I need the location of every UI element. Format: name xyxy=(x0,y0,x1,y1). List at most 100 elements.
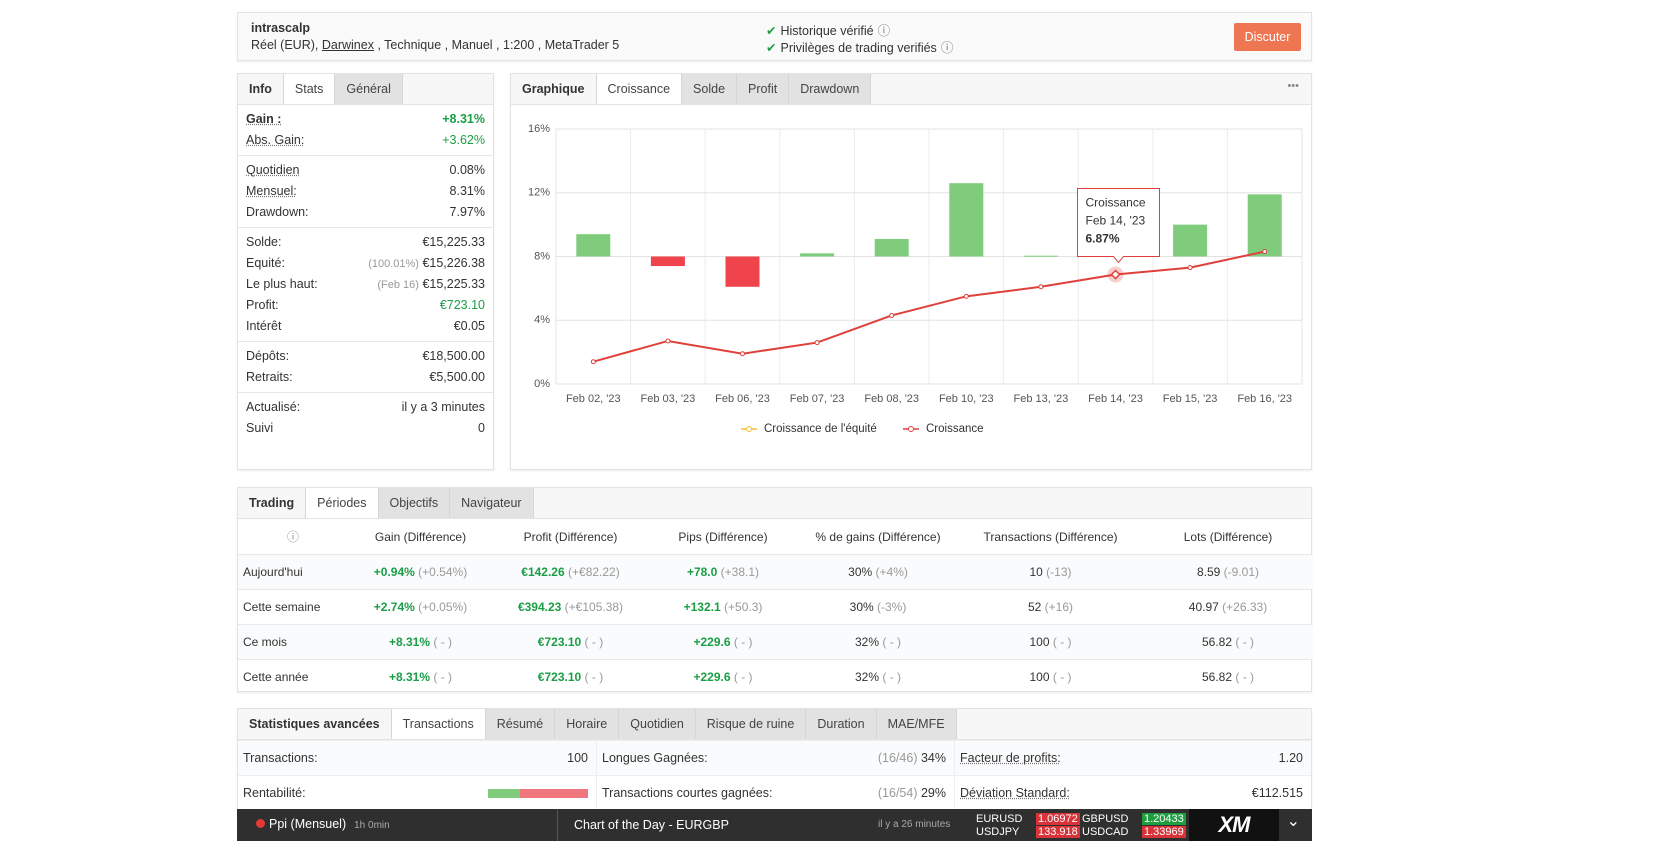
line-point xyxy=(814,340,820,346)
info-value: 0.08% xyxy=(450,160,485,181)
tab[interactable]: Statistiques avancées xyxy=(238,709,392,739)
cell-main: 56.82 xyxy=(1201,635,1233,649)
check-icon: ✔ xyxy=(766,41,777,55)
tab[interactable]: Drawdown xyxy=(789,74,872,104)
period-cell: 32% ( - ) xyxy=(798,659,958,694)
info-group: Gain : +8.31% Abs. Gain: +3.62% xyxy=(238,105,493,155)
x-tick-label: Feb 16, '23 xyxy=(1237,393,1292,405)
cell-diff: ( - ) xyxy=(1052,670,1072,684)
menu-dots[interactable]: ••• xyxy=(1287,80,1299,92)
tab-bar: Info Stats Général xyxy=(238,74,493,105)
profitability-win xyxy=(488,789,520,798)
bar xyxy=(576,234,611,257)
cell-main: +8.31% xyxy=(388,635,431,649)
advanced-label: Rentabilité: xyxy=(243,786,306,800)
tab[interactable]: Risque de ruine xyxy=(695,709,807,739)
period-row: Ce mois +8.31% ( - ) €723.10 ( - ) +229.6 (… xyxy=(238,624,1313,660)
tooltip-title: Croissance xyxy=(1086,196,1146,210)
advanced-label: Transactions courtes gagnées: xyxy=(602,786,773,800)
info-value: €15,225.33 xyxy=(422,232,485,253)
info-icon: ⓘ xyxy=(877,24,891,38)
discuss-button[interactable]: Discuter xyxy=(1234,23,1301,51)
info-number: €723.10 xyxy=(439,298,485,312)
period-cell: +8.31% ( - ) xyxy=(348,624,493,660)
tab[interactable]: Graphique xyxy=(511,74,597,104)
advanced-number: 34% xyxy=(920,751,946,765)
tab[interactable]: Résumé xyxy=(485,709,556,739)
details-suffix: , Technique , Manuel , 1:200 , MetaTrade… xyxy=(377,38,620,52)
advanced-cell: Transactions courtes gagnées: (16/54) 29% xyxy=(596,776,954,810)
cell-main: 32% xyxy=(854,670,880,684)
tab[interactable]: Profit xyxy=(737,74,790,104)
legend-dot xyxy=(908,426,914,432)
tab[interactable]: Croissance xyxy=(596,74,683,104)
advanced-number: 29% xyxy=(920,786,946,800)
info-label: Profit: xyxy=(246,298,279,312)
broker-link[interactable]: Darwinex xyxy=(321,38,374,52)
info-number: €15,226.38 xyxy=(422,256,485,270)
legend-label: Croissance xyxy=(926,423,984,435)
advanced-label: Facteur de profits: xyxy=(960,751,1061,765)
x-tick-label: Feb 15, '23 xyxy=(1163,393,1218,405)
line-point xyxy=(665,338,671,344)
legend-label: Croissance de l'équité xyxy=(764,423,877,435)
advanced-value: €112.515 xyxy=(1252,776,1303,810)
cell-diff: ( - ) xyxy=(1235,635,1255,649)
verified-item: ✔ Privilèges de trading verifiés ⓘ xyxy=(766,37,953,56)
cell-diff: ( - ) xyxy=(733,670,753,684)
period-cell: 30% (+4%) xyxy=(798,554,958,590)
tab[interactable]: Quotidien xyxy=(619,709,696,739)
news-time: il y a 26 minutes xyxy=(878,819,951,830)
column-header: Pips (Différence) xyxy=(678,529,768,544)
info-number: +8.31% xyxy=(442,112,485,126)
tab[interactable]: Objectifs xyxy=(378,488,451,518)
tab[interactable]: Info xyxy=(238,74,284,104)
tab[interactable]: Général xyxy=(335,74,403,104)
tab[interactable]: Duration xyxy=(806,709,877,739)
info-value: (Feb 16) €15,225.33 xyxy=(377,274,485,295)
advanced-number: 1.20 xyxy=(1278,751,1303,765)
news-title[interactable]: Chart of the Day - EURGBP xyxy=(574,818,729,832)
info-label: Equité: xyxy=(246,256,285,270)
cell-main: +132.1 xyxy=(683,600,721,614)
tab[interactable]: Stats xyxy=(283,74,336,104)
period-cell: €142.26 (+€82.22) xyxy=(493,554,648,590)
tab[interactable]: Solde xyxy=(682,74,738,104)
cell-diff: ( - ) xyxy=(882,670,902,684)
period-cell: +132.1 (+50.3) xyxy=(648,589,798,625)
period-cell: +8.31% ( - ) xyxy=(348,659,493,694)
info-icon: ⓘ xyxy=(940,41,954,55)
cell-main: +0.94% xyxy=(373,565,415,579)
cell-main: 30% xyxy=(849,600,874,614)
cell-diff: (+0.05%) xyxy=(418,600,468,614)
info-row: Actualisé: il y a 3 minutes xyxy=(238,397,493,418)
cell-main: 100 xyxy=(1029,635,1050,649)
signal[interactable]: Ppi (Mensuel) 1h 0min xyxy=(256,817,390,831)
legend-dot xyxy=(746,426,752,432)
expand-arrow[interactable]: ⌄ xyxy=(1286,813,1300,830)
tab[interactable]: Navigateur xyxy=(450,488,534,518)
advanced-note: (16/54) xyxy=(877,786,918,800)
tab[interactable]: Horaire xyxy=(555,709,620,739)
growth-line xyxy=(593,250,1265,363)
info-value: +3.62% xyxy=(442,130,485,151)
tab[interactable]: Périodes xyxy=(306,488,379,518)
x-tick-label: Feb 07, '23 xyxy=(790,393,845,405)
tab-bar: Graphique Croissance Solde Profit Drawdown xyxy=(511,74,1311,105)
info-row: Dépôts: €18,500.00 xyxy=(238,346,493,367)
quote-symbol: EURUSD xyxy=(976,813,1023,825)
tab[interactable]: MAE/MFE xyxy=(876,709,957,739)
info-value: €0.05 xyxy=(454,316,485,337)
cell-diff: ( - ) xyxy=(433,635,453,649)
advanced-label: Déviation Standard: xyxy=(960,786,1070,800)
cell-main: 40.97 xyxy=(1188,600,1219,614)
advanced-cell: Facteur de profits: 1.20 xyxy=(954,741,1311,775)
info-row: Equité: (100.01%) €15,226.38 xyxy=(238,253,493,274)
period-cell: 40.97 (+26.33) xyxy=(1143,589,1313,625)
x-tick-label: Feb 06, '23 xyxy=(715,393,770,405)
tab[interactable]: Transactions xyxy=(391,709,486,739)
tab[interactable]: Trading xyxy=(238,488,307,518)
periods-panel: Trading Périodes Objectifs Navigateur ⓘ Gain … xyxy=(237,487,1313,694)
line-point xyxy=(740,351,745,357)
line-point xyxy=(1187,265,1193,271)
